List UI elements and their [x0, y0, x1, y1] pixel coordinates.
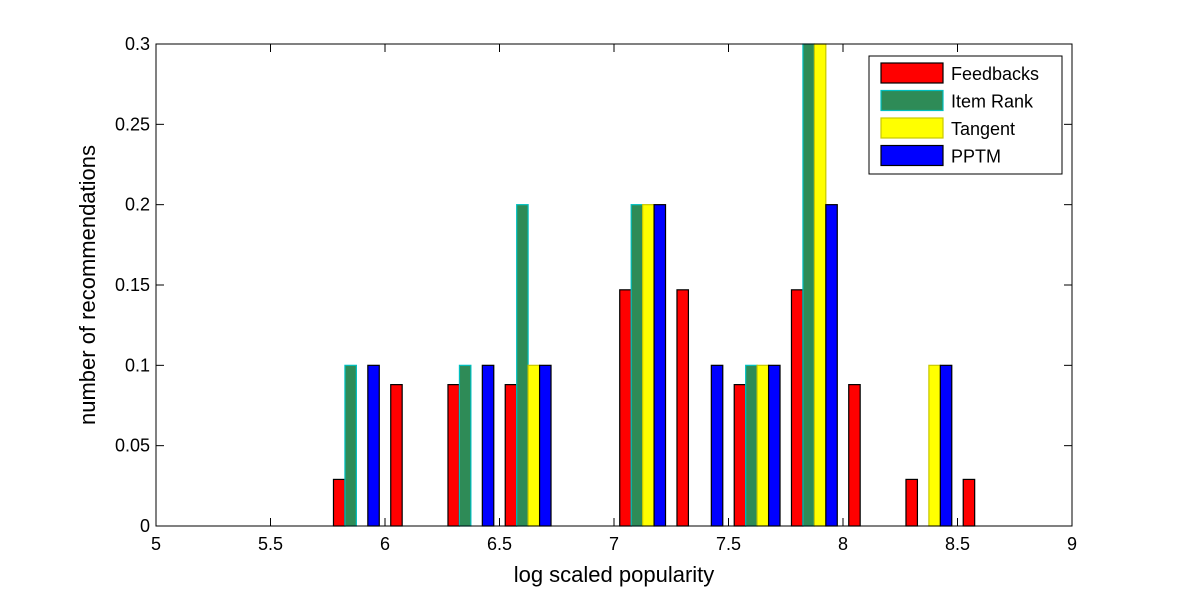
bar-pptm-13 [939, 364, 953, 527]
x-axis-label: log scaled popularity [514, 562, 715, 587]
legend-label-feedbacks: Feedbacks [951, 64, 1039, 84]
bar-pptm-10 [767, 364, 781, 527]
x-tick-label: 5 [151, 534, 161, 554]
bar-feedbacks-6 [504, 384, 518, 527]
bar-pptm-8 [653, 204, 667, 527]
bar-feedbacks-12 [848, 384, 861, 527]
bar-tangent-6 [527, 364, 541, 527]
legend: Feedbacks Item Rank Tangent PPTM [868, 55, 1063, 175]
bar-feedbacks-4 [390, 384, 403, 527]
bar-item-rank-11 [802, 43, 815, 527]
bar-item-rank-3 [344, 364, 357, 527]
axes-group: 5 5.5 6 6.5 7 7.5 8 8.5 9 0 0.05 0.1 0.15 0.2 0.25 0.3 [115, 34, 1077, 554]
bar-feedbacks-3 [332, 478, 346, 527]
legend-swatch-item-rank [880, 89, 944, 112]
bar-tangent-13 [928, 364, 941, 527]
bar-item-rank-8 [630, 204, 644, 527]
bar-pptm-6 [538, 364, 552, 527]
legend-label-tangent: Tangent [951, 119, 1015, 139]
legend-label-item-rank: Item Rank [951, 92, 1034, 112]
x-tick-label: 8.5 [945, 534, 970, 554]
bar-feedbacks-14 [962, 478, 976, 527]
bar-feedbacks-13 [905, 478, 919, 527]
y-tick-label: 0.25 [115, 114, 150, 134]
legend-swatch-feedbacks [880, 62, 944, 84]
bar-feedbacks-9 [676, 289, 690, 527]
bar-tangent-11 [813, 43, 827, 527]
y-tick-label: 0.2 [125, 195, 150, 215]
x-tick-label: 6 [380, 534, 390, 554]
bar-item-rank-5 [458, 364, 472, 527]
y-tick-label: 0.15 [115, 275, 150, 295]
bar-tangent-8 [642, 204, 655, 527]
bar-pptm-9 [710, 364, 724, 527]
y-axis-label: number of recommendations [75, 145, 100, 425]
bar-feedbacks-5 [447, 384, 461, 527]
bar-tangent-10 [756, 364, 770, 527]
x-tick-label: 7 [609, 534, 619, 554]
bar-item-rank-6 [516, 204, 529, 527]
legend-swatch-tangent [880, 117, 944, 139]
bar-pptm-3 [367, 364, 380, 527]
legend-swatch-pptm [880, 144, 944, 167]
bar-pptm-5 [481, 364, 495, 527]
y-tick-label: 0.05 [115, 436, 150, 456]
y-tick-label: 0 [140, 516, 150, 536]
x-tick-label: 5.5 [258, 534, 283, 554]
y-tick-label: 0.3 [125, 34, 150, 54]
x-tick-label: 8 [838, 534, 848, 554]
x-tick-label: 9 [1067, 534, 1077, 554]
y-tick-label: 0.1 [125, 355, 150, 375]
bar-feedbacks-8 [619, 289, 632, 527]
bar-pptm-11 [825, 204, 838, 527]
bar-feedbacks-10 [733, 384, 747, 527]
x-tick-label: 7.5 [716, 534, 741, 554]
x-tick-label: 6.5 [487, 534, 512, 554]
bar-item-rank-10 [745, 364, 758, 527]
legend-label-pptm: PPTM [951, 147, 1001, 167]
bar-feedbacks-11 [790, 289, 804, 527]
